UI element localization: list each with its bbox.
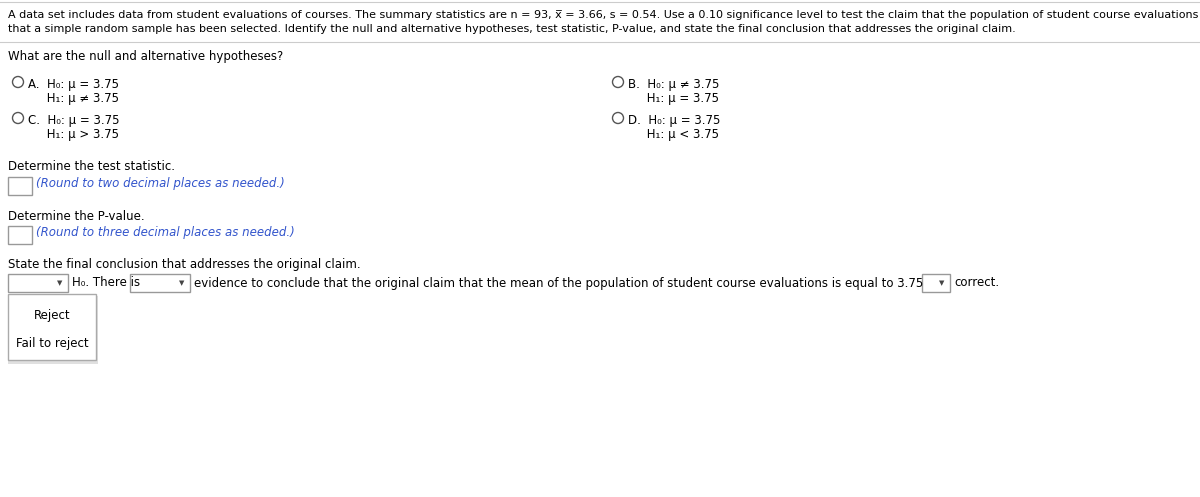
Text: H₀. There is: H₀. There is <box>72 276 140 289</box>
Text: H₁: μ > 3.75: H₁: μ > 3.75 <box>28 128 119 141</box>
Text: ▼: ▼ <box>940 280 944 286</box>
Text: Determine the test statistic.: Determine the test statistic. <box>8 160 175 173</box>
Text: H₁: μ ≠ 3.75: H₁: μ ≠ 3.75 <box>28 92 119 105</box>
Text: ▼: ▼ <box>179 280 185 286</box>
FancyBboxPatch shape <box>8 294 96 360</box>
Text: (Round to three decimal places as needed.): (Round to three decimal places as needed… <box>36 226 295 239</box>
FancyBboxPatch shape <box>922 274 950 292</box>
FancyBboxPatch shape <box>8 274 68 292</box>
Text: H₁: μ < 3.75: H₁: μ < 3.75 <box>628 128 719 141</box>
Text: ▼: ▼ <box>58 280 62 286</box>
Text: B.  H₀: μ ≠ 3.75: B. H₀: μ ≠ 3.75 <box>628 78 719 91</box>
FancyBboxPatch shape <box>8 296 98 364</box>
Text: evidence to conclude that the original claim that the mean of the population of : evidence to conclude that the original c… <box>194 276 923 289</box>
FancyBboxPatch shape <box>8 177 32 195</box>
Text: Reject: Reject <box>34 310 71 323</box>
Text: correct.: correct. <box>954 276 1000 289</box>
Text: H₁: μ = 3.75: H₁: μ = 3.75 <box>628 92 719 105</box>
FancyBboxPatch shape <box>130 274 190 292</box>
Text: State the final conclusion that addresses the original claim.: State the final conclusion that addresse… <box>8 258 361 271</box>
Text: A.  H₀: μ = 3.75: A. H₀: μ = 3.75 <box>28 78 119 91</box>
Text: D.  H₀: μ = 3.75: D. H₀: μ = 3.75 <box>628 114 720 127</box>
Text: Fail to reject: Fail to reject <box>16 337 89 350</box>
FancyBboxPatch shape <box>8 226 32 244</box>
Text: that a simple random sample has been selected. Identify the null and alternative: that a simple random sample has been sel… <box>8 24 1015 34</box>
Text: (Round to two decimal places as needed.): (Round to two decimal places as needed.) <box>36 177 284 190</box>
Text: A data set includes data from student evaluations of courses. The summary statis: A data set includes data from student ev… <box>8 10 1200 20</box>
Text: What are the null and alternative hypotheses?: What are the null and alternative hypoth… <box>8 50 283 63</box>
Text: Determine the P-value.: Determine the P-value. <box>8 210 145 223</box>
Text: C.  H₀: μ = 3.75: C. H₀: μ = 3.75 <box>28 114 120 127</box>
